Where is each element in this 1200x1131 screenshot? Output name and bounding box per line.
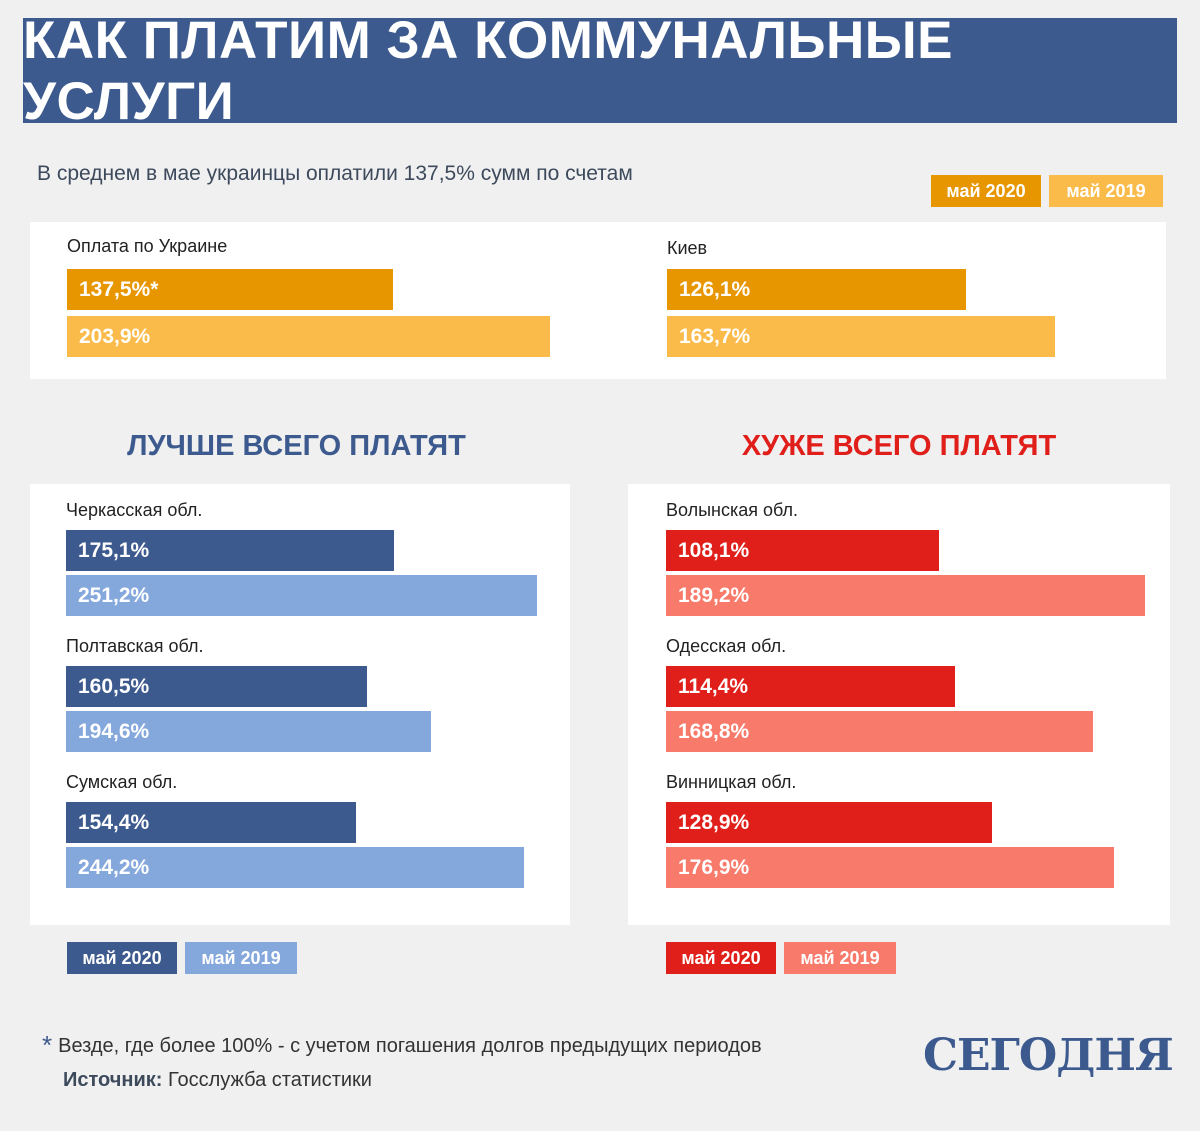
legend-worst-2019: май 2019	[784, 942, 896, 974]
bar-2019: 203,9%	[67, 316, 550, 357]
source-text: Госслужба статистики	[162, 1069, 372, 1091]
bar-2020: 154,4%	[66, 802, 356, 843]
legend-best: май 2020 май 2019	[67, 942, 297, 974]
bar-2019: 194,6%	[66, 711, 431, 752]
legend-top-2019: май 2019	[1049, 175, 1163, 207]
category-label: Винницкая обл.	[666, 772, 797, 792]
bar-2020: 126,1%	[667, 269, 966, 310]
legend-worst-2020: май 2020	[666, 942, 776, 974]
bar-2019: 163,7%	[667, 316, 1055, 357]
segodnya-logo: СЕГОДНЯ	[923, 1030, 1174, 1081]
category-label: Волынская обл.	[666, 500, 799, 520]
bar-2020: 175,1%	[66, 530, 394, 571]
bar-2019: 251,2%	[66, 575, 537, 616]
source-label: Источник:	[63, 1069, 163, 1091]
category-label: Оплата по Украине	[67, 236, 228, 256]
header-banner: КАК ПЛАТИМ ЗА КОММУНАЛЬНЫЕ УСЛУГИ	[23, 11, 1177, 131]
category-label: Одесская обл.	[666, 636, 787, 656]
legend-worst: май 2020 май 2019	[666, 942, 896, 974]
legend-best-2020: май 2020	[67, 942, 177, 974]
category-label: Сумская обл.	[66, 772, 178, 792]
category-label: Киев	[667, 238, 708, 258]
bar-2020: 137,5%*	[67, 269, 393, 310]
worst-title: ХУЖЕ ВСЕГО ПЛАТЯТ	[741, 430, 1057, 462]
page-title: КАК ПЛАТИМ ЗА КОММУНАЛЬНЫЕ УСЛУГИ	[23, 10, 953, 131]
best-title: ЛУЧШЕ ВСЕГО ПЛАТЯТ	[127, 430, 466, 462]
category-label: Полтавская обл.	[66, 636, 204, 656]
legend-top: май 2020 май 2019	[931, 175, 1163, 207]
bar-2019: 244,2%	[66, 847, 524, 888]
category-label: Черкасская обл.	[66, 500, 203, 520]
bar-2020: 160,5%	[66, 666, 367, 707]
best-panel: Черкасская обл. 175,1% 251,2% Полтавская об…	[30, 484, 570, 925]
bar-2019: 176,9%	[666, 847, 1114, 888]
bar-2020: 128,9%	[666, 802, 992, 843]
top-panel: Оплата по Украине 137,5%* 203,9% Киев 126,1%…	[30, 222, 1166, 379]
footnote-text: Везде, где более 100% - с учетом погашен…	[58, 1035, 762, 1057]
bar-2020: 108,1%	[666, 530, 939, 571]
source-line: Источник: Госслужба статистики	[63, 1069, 372, 1092]
bar-2019: 168,8%	[666, 711, 1093, 752]
legend-best-2019: май 2019	[185, 942, 297, 974]
asterisk-icon: *	[42, 1030, 53, 1060]
subtitle: В среднем в мае украинцы оплатили 137,5%…	[37, 162, 633, 185]
legend-top-2020: май 2020	[931, 175, 1041, 207]
worst-panel: Волынская обл. 108,1% 189,2% Одесская обл. 1…	[628, 484, 1170, 925]
footnote: * Везде, где более 100% - с учетом погаше…	[42, 1030, 762, 1061]
bar-2019: 189,2%	[666, 575, 1145, 616]
bar-2020: 114,4%	[666, 666, 955, 707]
